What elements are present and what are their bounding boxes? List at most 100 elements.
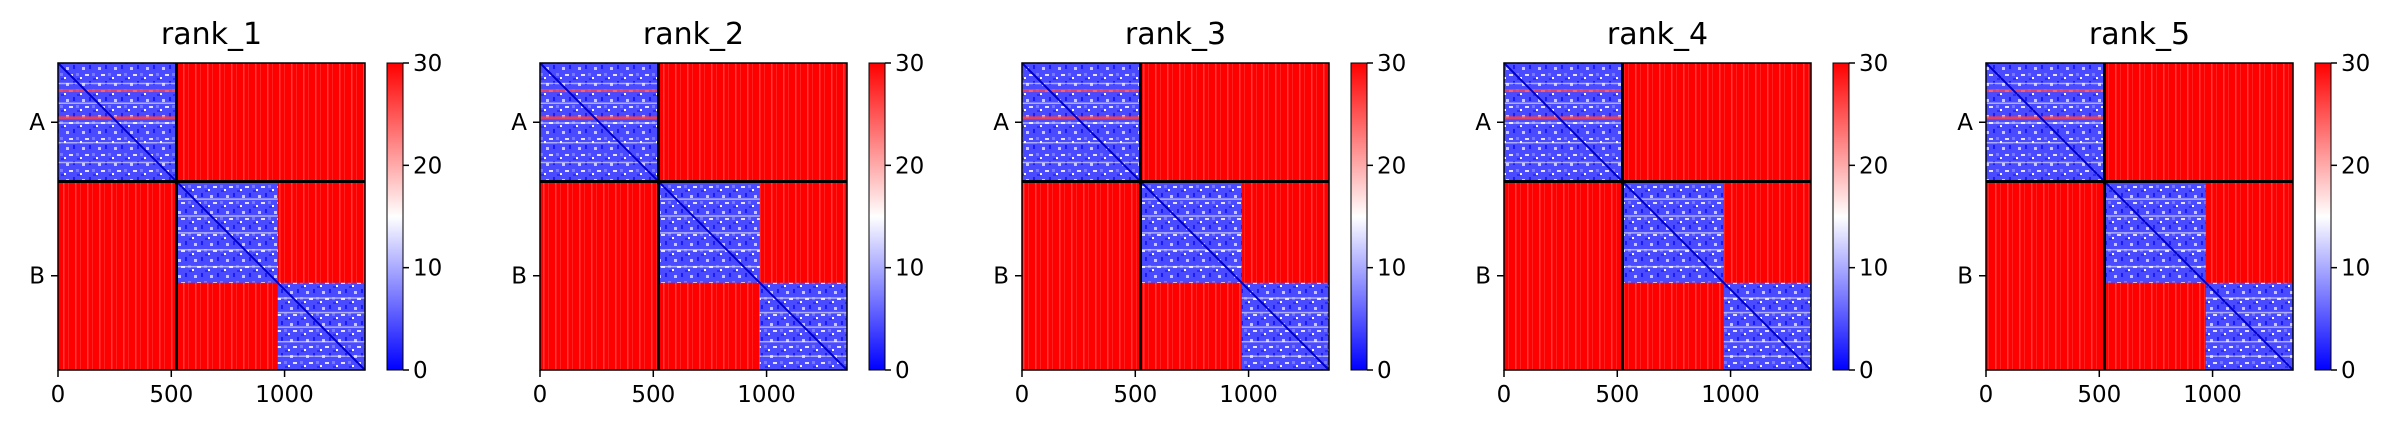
block-band (1986, 141, 2105, 144)
x-tick-label: 500 (1113, 382, 1157, 408)
block-streak (540, 116, 659, 120)
block-band (1504, 161, 1623, 164)
panel-title: rank_4 (1607, 17, 1708, 52)
plot-frame (1021, 62, 1330, 371)
x-tick-label: 0 (1015, 382, 1030, 408)
colorbar-tick-label: 0 (1859, 358, 1874, 384)
block-band (1241, 340, 1329, 343)
y-tick-label: B (1957, 264, 1973, 290)
block-band (658, 198, 760, 200)
block-band (277, 355, 365, 357)
colorbar-tick-label: 10 (895, 256, 924, 282)
colorbar (2314, 62, 2332, 371)
x-tick-label: 0 (1979, 382, 1994, 408)
block-band (1723, 311, 1811, 314)
colorbar-tick-label: 20 (1377, 153, 1406, 179)
colorbar-tick-label: 30 (1859, 51, 1888, 77)
block-band (1022, 141, 1141, 144)
block-band (759, 340, 847, 343)
x-tick-label: 1000 (255, 382, 314, 408)
diagonal-line (57, 62, 366, 371)
colorbar-tick-label: 10 (1377, 256, 1406, 282)
x-tick-label: 0 (51, 382, 66, 408)
block-band (759, 297, 847, 299)
block-band (1241, 355, 1329, 357)
block-band (176, 215, 278, 217)
block-band (176, 249, 278, 251)
block-band (1022, 82, 1141, 85)
y-tick-label: B (29, 264, 45, 290)
block-band (1723, 297, 1811, 299)
colorbar-tick-label: 20 (1859, 153, 1888, 179)
block-band (1140, 215, 1242, 217)
block-band (540, 82, 659, 85)
pae-panel-4: rank_4 0 500 1000 A B 0 10 20 30 (1475, 17, 1888, 408)
y-tick-label: B (993, 264, 1009, 290)
block-band (2205, 355, 2293, 357)
block-band (58, 102, 177, 104)
block-band (1622, 215, 1724, 217)
block-band (1723, 340, 1811, 343)
colorbar-tick-label: 10 (413, 256, 442, 282)
block-band (1986, 82, 2105, 85)
panel-title: rank_5 (2089, 17, 2190, 52)
block-streak (1504, 116, 1623, 120)
plot-frame (57, 62, 366, 371)
block-band (2205, 297, 2293, 299)
plot-frame (1503, 62, 1812, 371)
colorbar-tick-label: 10 (1859, 256, 1888, 282)
colorbar (386, 62, 404, 371)
block-band (277, 297, 365, 299)
x-tick-label: 1000 (1701, 382, 1760, 408)
block-streak (1022, 116, 1141, 120)
x-tick-label: 500 (149, 382, 193, 408)
block-band (658, 249, 760, 251)
block-band (176, 198, 278, 200)
y-tick-label: A (1475, 110, 1491, 136)
colorbar-tick-label: 0 (413, 358, 428, 384)
panel-title: rank_2 (643, 17, 744, 52)
block-band (1022, 161, 1141, 164)
block-streak (1986, 89, 2105, 93)
block-band (658, 265, 760, 268)
block-band (759, 355, 847, 357)
diagonal-line (1985, 62, 2294, 371)
block-band (1504, 82, 1623, 85)
colorbar-tick-label: 20 (895, 153, 924, 179)
block-band (658, 215, 760, 217)
y-tick-label: A (29, 110, 45, 136)
colorbar-tick-label: 30 (1377, 51, 1406, 77)
panel-title: rank_1 (161, 17, 262, 52)
colorbar-tick-label: 0 (895, 358, 910, 384)
colorbar-tick-label: 30 (895, 51, 924, 77)
pae-panel-2: rank_2 0 500 1000 A B 0 10 20 30 (511, 17, 924, 408)
block-band (1241, 297, 1329, 299)
colorbar-tick-label: 10 (2341, 256, 2370, 282)
block-band (2104, 215, 2206, 217)
y-tick-label: B (511, 264, 527, 290)
block-band (1622, 265, 1724, 268)
pae-panel-5: rank_5 0 500 1000 A B 0 10 20 30 (1957, 17, 2370, 408)
x-tick-label: 500 (2077, 382, 2121, 408)
pae-panel-3: rank_3 0 500 1000 A B 0 10 20 30 (993, 17, 1406, 408)
block-band (58, 82, 177, 85)
y-tick-label: B (1475, 264, 1491, 290)
x-tick-label: 500 (631, 382, 675, 408)
block-band (540, 141, 659, 144)
block-streak (540, 89, 659, 93)
x-tick-label: 1000 (1219, 382, 1278, 408)
colorbar-tick-label: 20 (2341, 153, 2370, 179)
block-band (1241, 311, 1329, 314)
colorbar (1350, 62, 1368, 371)
block-band (1723, 355, 1811, 357)
block-band (277, 340, 365, 343)
colorbar-tick-label: 20 (413, 153, 442, 179)
block-band (2104, 265, 2206, 268)
colorbar-tick-label: 30 (413, 51, 442, 77)
block-band (540, 161, 659, 164)
block-band (2205, 340, 2293, 343)
colorbar-tick-label: 0 (2341, 358, 2356, 384)
block-band (277, 311, 365, 314)
block-band (1622, 249, 1724, 251)
block-band (1022, 102, 1141, 104)
